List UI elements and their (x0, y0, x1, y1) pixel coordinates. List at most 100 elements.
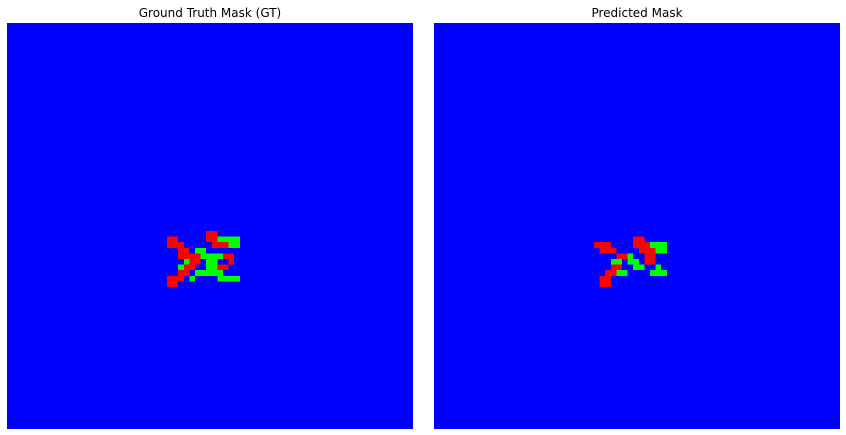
mask-pixel-green (228, 236, 235, 243)
mask-pixel-red (650, 247, 656, 254)
mask-pixel-green (217, 270, 223, 276)
mask-pixel-red (195, 253, 201, 259)
mask-pixel-red (638, 247, 645, 254)
mask-pixel-green (627, 259, 634, 265)
mask-pixel-red (644, 242, 650, 248)
mask-pixel-red (605, 275, 611, 282)
mask-pixel-red (211, 242, 218, 248)
mask-pixel-red (211, 231, 218, 237)
mask-pixel-red (594, 242, 600, 248)
mask-pixel-green (217, 236, 223, 243)
mask-pixel-green (633, 264, 639, 271)
gt-panel-title: Ground Truth Mask (GT) (138, 6, 282, 20)
ground-truth-mask-image (7, 23, 413, 429)
mask-pixel-green (655, 264, 662, 271)
mask-pixel-red (599, 242, 606, 248)
mask-pixel-red (189, 259, 195, 265)
mask-background (434, 23, 840, 429)
mask-pixel-red (644, 253, 650, 259)
mask-pixel-green (661, 247, 667, 254)
mask-pixel-red (605, 247, 611, 254)
mask-pixel-red (172, 236, 179, 243)
mask-pixel-red (183, 253, 190, 259)
mask-pixel-green (211, 259, 218, 265)
mask-pixel-red (167, 275, 173, 282)
mask-pixel-green (650, 242, 656, 248)
mask-pixel-red (183, 270, 190, 276)
mask-pixel-green (217, 275, 223, 282)
mask-pixel-red (206, 236, 212, 243)
mask-pixel-red (605, 281, 611, 287)
mask-pixel-green (234, 236, 240, 243)
mask-pixel-green (228, 275, 235, 282)
mask-pixel-red (228, 259, 235, 265)
mask-pixel-green (655, 247, 662, 254)
mask-pixel-green (655, 242, 662, 248)
mask-pixel-green (178, 264, 184, 271)
mask-pixel-red (633, 236, 639, 243)
mask-pixel-red (217, 242, 223, 248)
mask-pixel-red (599, 247, 606, 254)
mask-pixel-red (633, 242, 639, 248)
mask-pixel-red (178, 242, 184, 248)
mask-pixel-green (661, 242, 667, 248)
mask-pixel-green (195, 270, 201, 276)
mask-pixel-green (622, 270, 628, 276)
mask-pixel-green (195, 247, 201, 254)
mask-pixel-green (633, 259, 639, 265)
mask-pixel-red (178, 275, 184, 282)
mask-pixel-red (178, 270, 184, 276)
mask-pixel-red (172, 281, 179, 287)
mask-pixel-green (234, 242, 240, 248)
mask-pixel-green (206, 253, 212, 259)
mask-pixel-green (223, 275, 229, 282)
mask-pixel-red (644, 247, 650, 254)
mask-pixel-red (610, 270, 617, 276)
mask-pixel-red (172, 275, 179, 282)
mask-pixel-green (661, 270, 667, 276)
mask-pixel-green (610, 259, 617, 265)
mask-pixel-red (183, 264, 190, 271)
mask-pixel-red (228, 253, 235, 259)
mask-pixel-red (167, 242, 173, 248)
mask-pixel-green (200, 247, 207, 254)
mask-pixel-red (610, 264, 617, 271)
mask-pixel-red (223, 242, 229, 248)
mask-pixel-red (622, 253, 628, 259)
mask-pixel-red (644, 259, 650, 265)
mask-pixel-green (616, 259, 622, 265)
mask-pixel-red (605, 242, 611, 248)
mask-pixel-green (217, 253, 223, 259)
mask-pixel-red (195, 259, 201, 265)
mask-pixel-red (211, 236, 218, 243)
mask-pixel-green (650, 270, 656, 276)
mask-pixel-green (183, 259, 190, 265)
mask-pixel-red (223, 264, 229, 271)
mask-pixel-red (217, 264, 223, 271)
mask-pixel-green (200, 270, 207, 276)
mask-pixel-red (189, 264, 195, 271)
mask-pixel-green (211, 264, 218, 271)
mask-pixel-red (599, 281, 606, 287)
mask-pixel-green (206, 270, 212, 276)
mask-pixel-red (605, 270, 611, 276)
mask-pixel-green (211, 270, 218, 276)
mask-pixel-red (167, 281, 173, 287)
mask-pixel-green (223, 236, 229, 243)
predicted-panel-title: Predicted Mask (591, 6, 683, 20)
mask-pixel-red (610, 247, 617, 254)
mask-pixel-red (638, 242, 645, 248)
mask-pixel-red (178, 253, 184, 259)
mask-pixel-red (189, 253, 195, 259)
mask-pixel-green (189, 275, 195, 282)
predicted-mask-image (434, 23, 840, 429)
mask-pixel-red (616, 253, 622, 259)
mask-pixel-red (638, 236, 645, 243)
mask-background (7, 23, 413, 429)
mask-pixel-red (206, 231, 212, 237)
mask-pixel-red (178, 247, 184, 254)
mask-pixel-red (599, 275, 606, 282)
mask-pixel-green (234, 275, 240, 282)
mask-pixel-green (206, 264, 212, 271)
mask-pixel-red (616, 264, 622, 271)
